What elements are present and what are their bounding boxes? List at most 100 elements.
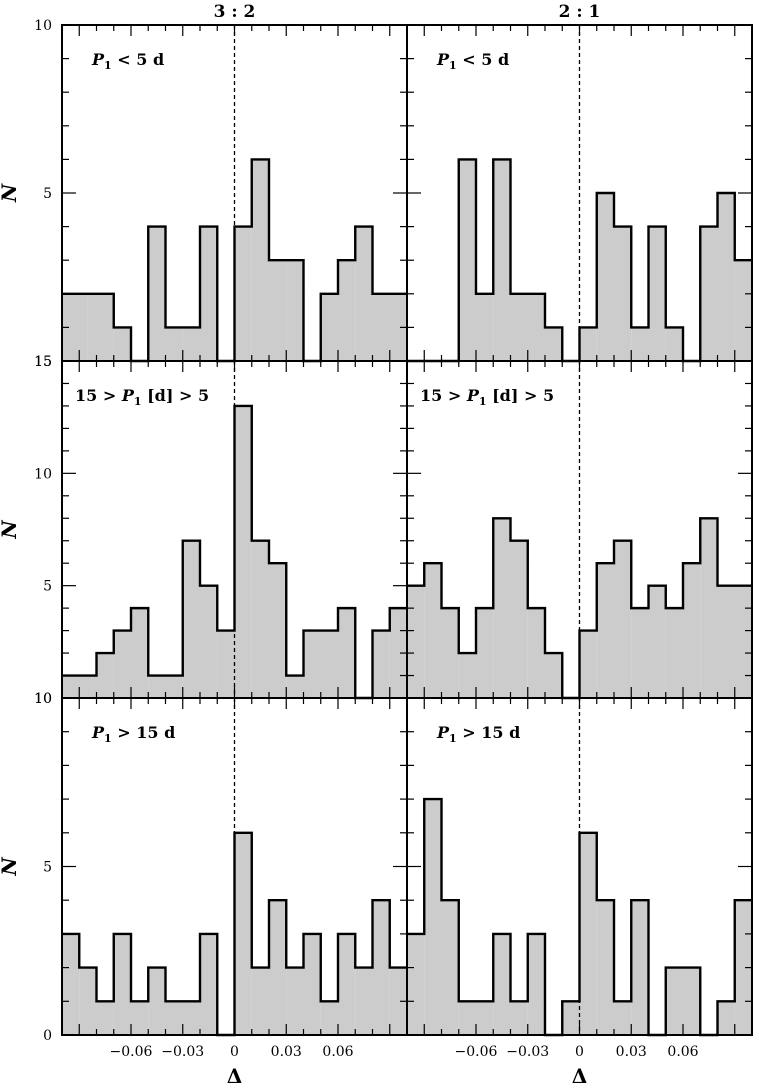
histogram-bar xyxy=(148,967,166,1035)
histogram-bar xyxy=(355,226,373,361)
histogram-bar xyxy=(131,608,149,698)
histogram-bar xyxy=(251,159,269,361)
x-tick-label: 0 xyxy=(575,1044,584,1060)
histogram-bar xyxy=(614,226,632,361)
histogram-bar xyxy=(424,799,442,1035)
panel-frames xyxy=(61,24,753,1036)
histogram-bar xyxy=(510,1001,528,1035)
histogram-bar xyxy=(286,675,304,698)
histogram-bar xyxy=(596,563,614,698)
histogram-bar xyxy=(372,630,390,698)
histogram-bar xyxy=(286,967,304,1035)
histogram-bar xyxy=(269,900,287,1035)
histogram-bar xyxy=(476,608,494,698)
histogram-step-line xyxy=(407,158,752,363)
histogram-bar xyxy=(251,540,269,698)
histogram-bar xyxy=(251,967,269,1035)
histogram-bar xyxy=(493,518,511,698)
histogram-bar xyxy=(372,900,390,1035)
histogram-bar xyxy=(96,1001,114,1035)
histogram-step-line xyxy=(62,831,407,1037)
histogram-bar xyxy=(269,563,287,698)
histogram-bar xyxy=(441,608,459,698)
panel-frame xyxy=(406,697,753,1036)
histogram-bar xyxy=(562,1001,580,1035)
text-labels: P1 < 5 d 3 : 2 5 10 15 N P1 < 5 d 2 : 1 15 > P1 … xyxy=(0,2,699,1088)
histogram-bar xyxy=(200,226,218,361)
histogram-bar xyxy=(338,933,356,1035)
x-tick-label: 0.03 xyxy=(271,1044,302,1060)
y-tick-label: 10 xyxy=(34,691,52,707)
histogram-bar xyxy=(338,260,356,361)
histogram-step-line xyxy=(62,404,407,700)
histogram-fills xyxy=(62,159,752,1035)
x-tick-label: −0.03 xyxy=(506,1044,549,1060)
histogram-bar xyxy=(182,540,200,698)
x-tick-label: 0.03 xyxy=(616,1044,647,1060)
histogram-bar xyxy=(631,900,649,1035)
y-tick-label: 10 xyxy=(34,466,52,482)
histogram-bar xyxy=(407,585,425,698)
histogram-bar xyxy=(148,675,183,698)
histogram-bar xyxy=(545,327,563,361)
y-tick-label: 15 xyxy=(34,354,52,370)
y-tick-label: 5 xyxy=(43,860,52,876)
histogram-bar xyxy=(614,1001,632,1035)
histogram-bar xyxy=(148,226,166,361)
x-tick-label: −0.03 xyxy=(161,1044,204,1060)
histogram-bar xyxy=(665,608,683,698)
histogram-bar xyxy=(631,327,649,361)
histogram-bar xyxy=(734,260,752,361)
histogram-bar xyxy=(510,293,545,361)
resonance-title: 3 : 2 xyxy=(214,2,256,22)
histogram-bar xyxy=(234,832,252,1035)
histogram-bar xyxy=(579,630,597,698)
histogram-bar xyxy=(665,967,701,1035)
histogram-bar xyxy=(476,293,494,361)
histogram-bar xyxy=(596,193,614,361)
y-axis-label: N xyxy=(0,857,21,877)
histogram-bar xyxy=(700,226,718,361)
y-tick-label: 5 xyxy=(43,186,52,202)
histogram-bar xyxy=(527,608,545,698)
histogram-bar xyxy=(62,675,97,698)
panel-annotation: P1 > 15 d xyxy=(91,723,175,745)
panel-annotation: P1 < 5 d xyxy=(436,50,509,72)
histogram-lines xyxy=(62,25,752,1037)
y-axis-label: N xyxy=(0,520,21,540)
y-tick-label: 10 xyxy=(34,691,52,707)
histogram-bar xyxy=(700,518,718,698)
histogram-bar xyxy=(87,293,114,361)
histogram-bar xyxy=(355,967,373,1035)
histogram-bar xyxy=(217,630,235,698)
x-tick-label: −0.06 xyxy=(110,1044,153,1060)
histogram-bar xyxy=(389,967,407,1035)
histogram-bar xyxy=(200,585,218,698)
histogram-bar xyxy=(614,540,632,698)
histogram-bar xyxy=(338,608,356,698)
histogram-bar xyxy=(182,327,200,361)
histogram-bar xyxy=(303,630,338,698)
histogram-bar xyxy=(200,933,218,1035)
histogram-bar xyxy=(527,933,545,1035)
histogram-bar xyxy=(510,540,528,698)
histogram-bar xyxy=(596,900,614,1035)
histogram-bar xyxy=(407,933,425,1035)
histogram-bar xyxy=(648,585,666,698)
histogram-bar xyxy=(493,159,511,361)
histogram-bar xyxy=(234,405,252,698)
histogram-bar xyxy=(113,630,131,698)
histogram-bar xyxy=(717,1001,735,1035)
x-tick-label: 0 xyxy=(230,1044,239,1060)
x-tick-label: 0.06 xyxy=(667,1044,698,1060)
x-tick-label: 0.06 xyxy=(322,1044,353,1060)
histogram-bar xyxy=(79,967,97,1035)
histogram-bar xyxy=(62,933,80,1035)
histogram-bar xyxy=(717,585,752,698)
histogram-bar xyxy=(631,608,649,698)
histogram-bar xyxy=(458,653,476,698)
histogram-bar xyxy=(113,933,131,1035)
histogram-bar xyxy=(303,933,321,1035)
x-axis-label: Δ xyxy=(227,1064,243,1088)
